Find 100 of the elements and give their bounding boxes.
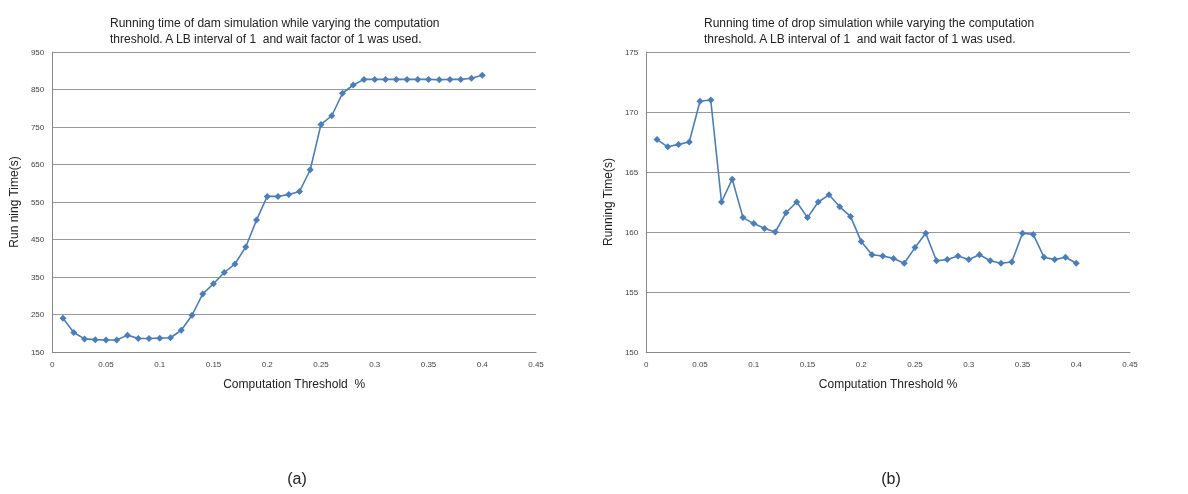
point (868, 251, 876, 259)
point (70, 329, 78, 336)
point (134, 335, 142, 342)
y-tick-label: 750 (30, 122, 45, 132)
point (782, 209, 790, 217)
point (750, 220, 758, 228)
point (1072, 259, 1080, 267)
point (188, 311, 196, 319)
point (890, 254, 897, 262)
point (124, 331, 131, 339)
point (371, 75, 379, 83)
y-tick-label: 165 (624, 167, 639, 177)
x-tick-label: 0.3 (369, 359, 381, 369)
x-axis-title: Computation Threshold % (223, 377, 366, 391)
point (696, 97, 704, 105)
point (664, 143, 672, 151)
y-tick-label: 950 (30, 47, 45, 57)
point (933, 257, 940, 265)
x-tick-label: 0.25 (907, 359, 924, 369)
chart-title: Running time of dam simulation while varying the computation threshold. A LB interval of 1 and wait factor of 1 was used. (110, 16, 443, 46)
point (857, 238, 865, 246)
point (242, 243, 250, 251)
point (167, 334, 174, 342)
point (804, 214, 811, 222)
x-tick-label: 0.35 (420, 359, 437, 369)
y-tick-label: 550 (30, 197, 45, 207)
y-tick-label: 155 (624, 287, 639, 297)
x-tick-label: 0.4 (476, 359, 489, 369)
point (360, 75, 368, 83)
y-tick-label: 170 (624, 107, 639, 117)
point (478, 71, 486, 79)
y-tick-label: 650 (30, 160, 45, 169)
x-tick-label: 0 (50, 359, 56, 369)
point (707, 96, 715, 104)
y-tick-label: 350 (30, 272, 45, 282)
point (922, 229, 930, 237)
text: (a) (287, 469, 307, 487)
point (349, 81, 357, 89)
point (1051, 256, 1059, 264)
y-tick-label: 175 (624, 47, 639, 57)
point (328, 112, 336, 120)
point (911, 244, 919, 252)
point (113, 336, 121, 344)
point (1029, 230, 1037, 238)
chart-title: Running time of drop simulation while varying the computation threshold. A LB interval of 1 and wait factor of 1 was used. (704, 16, 1038, 46)
point (997, 259, 1005, 267)
y-tick-label: 150 (624, 347, 639, 357)
point (900, 259, 908, 267)
point (403, 75, 411, 83)
point (317, 120, 325, 128)
x-tick-label: 0.15 (205, 359, 222, 369)
point (220, 269, 228, 276)
x-tick-label: 0.35 (1014, 359, 1031, 369)
point (468, 74, 475, 82)
x-tick-label: 0.2 (261, 359, 274, 369)
point (145, 335, 153, 342)
point (879, 252, 887, 260)
point (728, 175, 736, 183)
point (653, 136, 661, 144)
y-tick-label: 250 (30, 310, 45, 319)
point (718, 198, 725, 206)
point (1040, 253, 1048, 261)
x-tick-label: 0.1 (748, 359, 760, 369)
x-tick-label: 0.15 (799, 359, 816, 369)
point (59, 314, 67, 322)
x-tick-label: 0.4 (1070, 359, 1083, 369)
point (296, 188, 303, 195)
point (954, 252, 962, 260)
point (685, 138, 693, 146)
x-tick-label: 0.25 (313, 359, 330, 369)
point (1019, 229, 1026, 237)
y-axis-title: Run ning Time(s) (7, 156, 21, 248)
point (965, 256, 973, 264)
x-tick-label: 0.1 (154, 359, 166, 369)
y-tick-label: 850 (30, 85, 45, 94)
point (976, 251, 983, 259)
point (339, 89, 346, 97)
point (943, 256, 951, 264)
point (274, 192, 282, 200)
point (1008, 258, 1016, 266)
point (263, 192, 271, 200)
point (739, 214, 747, 222)
point (425, 75, 432, 83)
y-tick-label: 450 (30, 235, 45, 244)
point (285, 191, 293, 198)
point (1062, 253, 1069, 261)
point (231, 260, 239, 268)
x-tick-label: 0.45 (528, 359, 545, 369)
point (446, 75, 454, 83)
y-tick-label: 150 (30, 347, 45, 357)
point (177, 326, 185, 334)
point (253, 216, 260, 224)
point (91, 336, 99, 344)
point (457, 75, 465, 83)
point (102, 336, 110, 344)
point (825, 191, 833, 199)
point (761, 224, 768, 232)
point (793, 198, 801, 206)
point (771, 228, 779, 236)
y-axis-title: Running Time(s) (601, 157, 615, 247)
